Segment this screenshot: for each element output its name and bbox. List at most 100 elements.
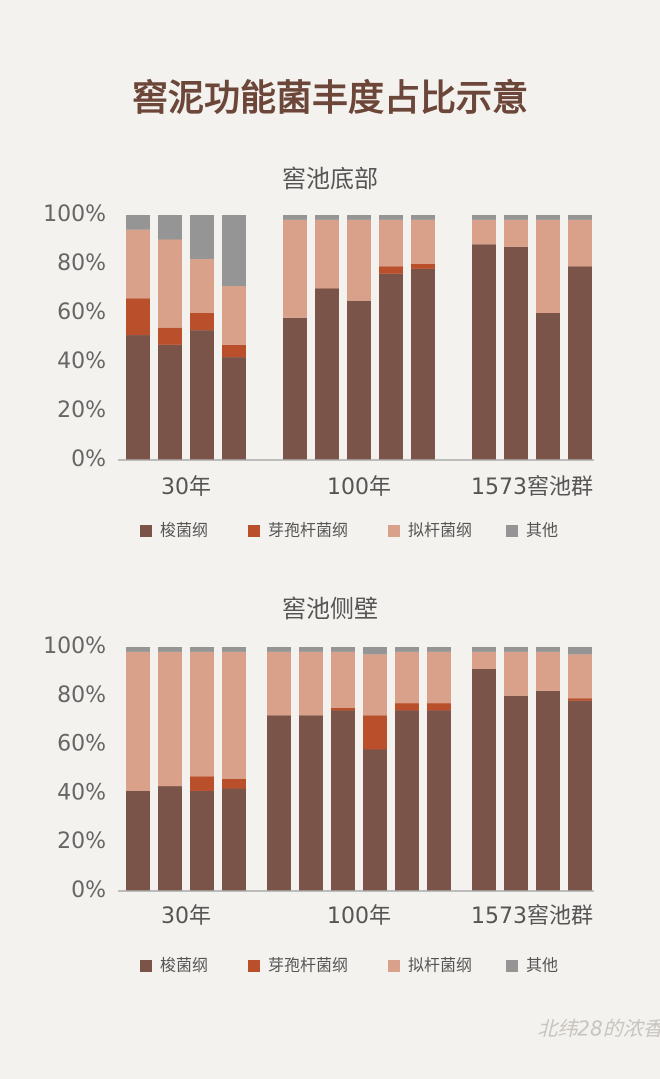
- bar-segment: [126, 651, 150, 791]
- bar-segment: [190, 259, 214, 313]
- bar-segment: [427, 710, 451, 891]
- bar-segment: [126, 215, 150, 230]
- bar-segment: [504, 651, 528, 696]
- bar-segment: [347, 215, 371, 220]
- bar-segment: [158, 344, 182, 460]
- legend-label: 拟杆菌纲: [408, 521, 472, 540]
- bar-segment: [331, 651, 355, 708]
- bar-segment: [222, 344, 246, 358]
- y-tick-label: 100%: [43, 634, 106, 659]
- bar-segment: [363, 715, 387, 750]
- bar-segment: [504, 647, 528, 652]
- y-tick-label: 80%: [57, 251, 106, 276]
- chart-title: 窖池侧壁: [282, 595, 378, 623]
- bar-segment: [299, 715, 323, 891]
- bar-segment: [126, 298, 150, 336]
- y-tick-label: 80%: [57, 683, 106, 708]
- bar-segment: [158, 327, 182, 345]
- legend-swatch: [388, 960, 400, 972]
- bar-segment: [427, 647, 451, 652]
- watermark: 北纬28的浓香: [537, 1017, 660, 1041]
- bar-segment: [568, 698, 592, 701]
- bar-segment: [395, 647, 419, 652]
- bar-segment: [126, 790, 150, 891]
- legend-swatch: [506, 525, 518, 537]
- bar-segment: [536, 651, 560, 691]
- bar-segment: [504, 219, 528, 247]
- bar-segment: [504, 246, 528, 460]
- bar-segment: [568, 219, 592, 267]
- bar-segment: [411, 268, 435, 460]
- legend-label: 芽孢杆菌纲: [268, 521, 348, 540]
- y-tick-label: 40%: [57, 349, 106, 374]
- category-label: 30年: [161, 904, 211, 929]
- bar-segment: [331, 710, 355, 891]
- legend-swatch: [140, 525, 152, 537]
- bar-segment: [472, 651, 496, 669]
- bar-segment: [472, 219, 496, 245]
- bar-segment: [299, 647, 323, 652]
- bar-segment: [190, 651, 214, 777]
- y-tick-label: 20%: [57, 398, 106, 423]
- bar-segment: [267, 651, 291, 716]
- bar-segment: [126, 335, 150, 460]
- bar-segment: [536, 690, 560, 891]
- bar-segment: [379, 266, 403, 274]
- bar-segment: [536, 647, 560, 652]
- bar-segment: [158, 651, 182, 787]
- legend-swatch: [248, 960, 260, 972]
- bar-segment: [222, 357, 246, 460]
- legend-swatch: [388, 525, 400, 537]
- bar-segment: [427, 703, 451, 711]
- main-title: 窖泥功能菌丰度占比示意: [132, 78, 528, 119]
- bar-segment: [347, 219, 371, 301]
- bar-segment: [158, 786, 182, 891]
- bar-segment: [411, 215, 435, 220]
- legend-label: 芽孢杆菌纲: [268, 956, 348, 975]
- legend-swatch: [248, 525, 260, 537]
- bar-segment: [536, 215, 560, 220]
- bar-segment: [331, 647, 355, 652]
- y-tick-label: 0%: [71, 878, 106, 903]
- bar-segment: [283, 317, 307, 460]
- bar-segment: [363, 654, 387, 716]
- bar-segment: [536, 313, 560, 460]
- bar-segment: [315, 215, 339, 220]
- bar-segment: [190, 215, 214, 260]
- bar-segment: [222, 651, 246, 779]
- bar-segment: [190, 790, 214, 891]
- legend-label: 其他: [526, 521, 558, 540]
- bar-segment: [331, 708, 355, 711]
- bar-segment: [315, 288, 339, 460]
- bar-segment: [190, 776, 214, 791]
- category-label: 1573窖池群: [471, 904, 593, 929]
- bar-segment: [267, 715, 291, 891]
- bar-segment: [568, 266, 592, 460]
- bar-segment: [504, 215, 528, 220]
- y-tick-label: 60%: [57, 732, 106, 757]
- bar-segment: [395, 651, 419, 704]
- bar-segment: [158, 215, 182, 240]
- y-tick-label: 100%: [43, 202, 106, 227]
- category-label: 100年: [327, 904, 391, 929]
- legend-swatch: [140, 960, 152, 972]
- bar-segment: [379, 273, 403, 460]
- bar-segment: [504, 695, 528, 891]
- bar-segment: [158, 239, 182, 328]
- y-tick-label: 0%: [71, 447, 106, 472]
- bar-segment: [363, 749, 387, 891]
- bar-segment: [568, 647, 592, 655]
- bar-segment: [568, 215, 592, 220]
- y-tick-label: 40%: [57, 780, 106, 805]
- legend-label: 其他: [526, 956, 558, 975]
- bar-segment: [472, 668, 496, 891]
- bar-segment: [267, 647, 291, 652]
- y-tick-label: 60%: [57, 300, 106, 325]
- bar-segment: [315, 219, 339, 289]
- bar-segment: [222, 286, 246, 345]
- bar-segment: [222, 788, 246, 891]
- bar-segment: [222, 647, 246, 652]
- bar-segment: [568, 654, 592, 699]
